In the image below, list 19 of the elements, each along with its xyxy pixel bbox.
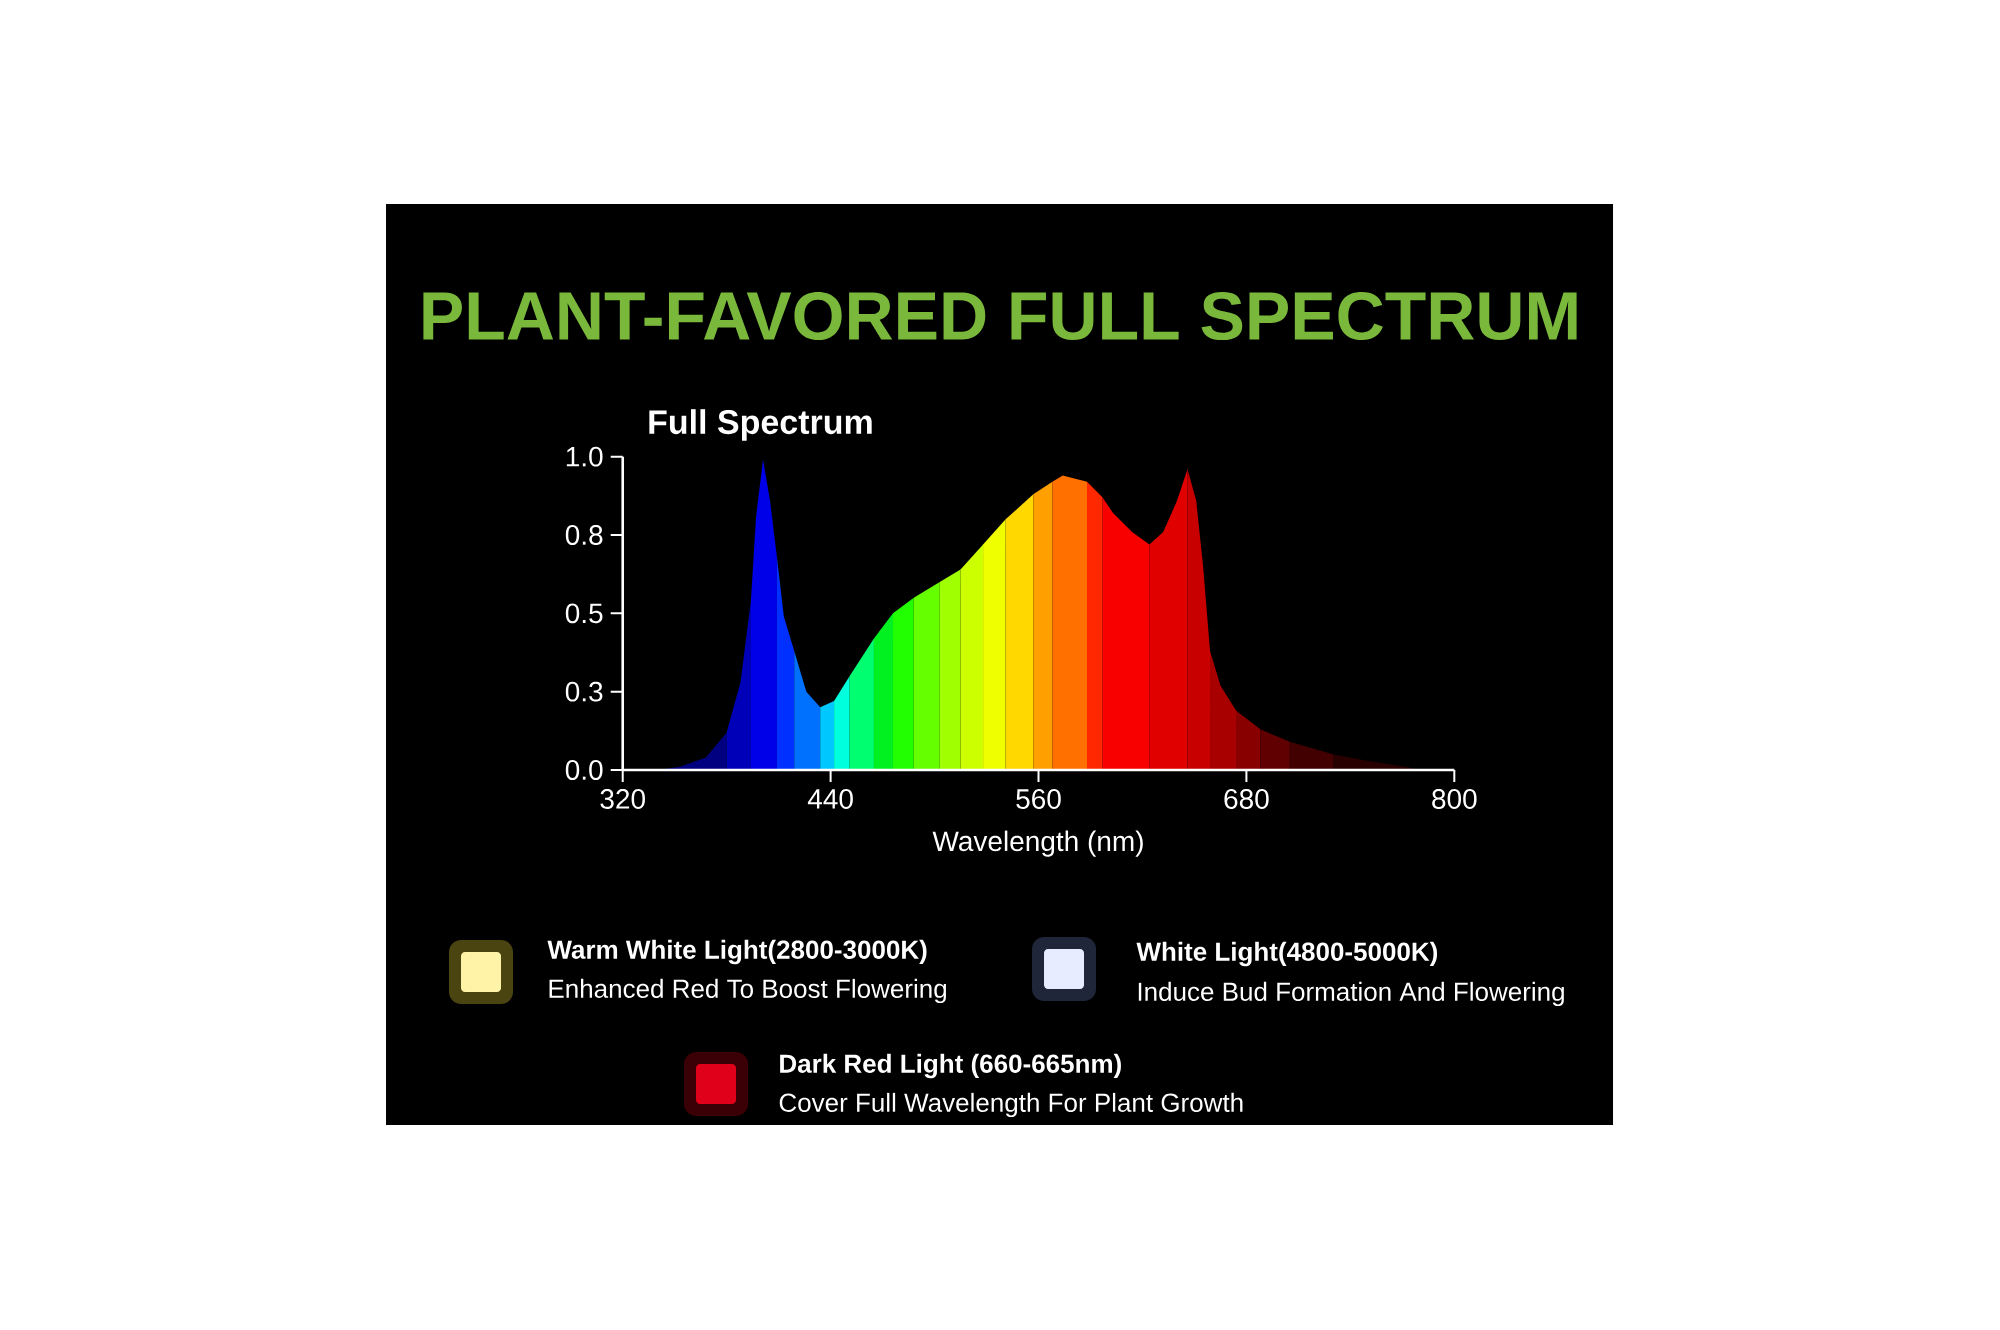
text: Dark Red Light (660-665nm)	[780, 1053, 1121, 1079]
x-axis-title: Wavelength (nm)	[932, 830, 1143, 857]
x-tick-label: 800	[1432, 789, 1477, 809]
y-tick-label: 0.0	[565, 760, 603, 780]
x-tick-label: 320	[600, 789, 645, 809]
x-tick-label: 440	[807, 789, 853, 809]
y-tick-label: 0.8	[565, 525, 603, 545]
text: Cover Full Wavelength For Plant Growth	[779, 1092, 1243, 1118]
y-tick-label: 0.3	[565, 681, 603, 702]
text: White Light(4800-5000K)	[1136, 941, 1438, 967]
text: Warm White Light(2800-3000K)	[547, 939, 927, 965]
y-tick-label: 1.0	[566, 446, 603, 467]
x-tick-label: 560	[1016, 789, 1061, 809]
y-tick-label: 0.5	[565, 603, 603, 624]
text: Induce Bud Formation And Flowering	[1138, 981, 1564, 1007]
x-tick-label: 680	[1224, 789, 1269, 809]
chart-subtitle: Full Spectrum	[649, 409, 872, 441]
text: Enhanced Red To Boost Flowering	[549, 978, 947, 1004]
chart-title: PLANT-FAVORED FULL SPECTRUM	[423, 291, 1577, 341]
